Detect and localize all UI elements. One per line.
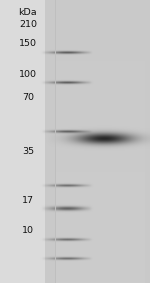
Text: 17: 17: [22, 196, 34, 205]
Text: 100: 100: [19, 70, 37, 80]
Text: 210: 210: [19, 20, 37, 29]
Text: 70: 70: [22, 93, 34, 102]
Text: kDa: kDa: [19, 8, 37, 18]
Text: 150: 150: [19, 39, 37, 48]
Text: 10: 10: [22, 226, 34, 235]
Text: 35: 35: [22, 147, 34, 156]
